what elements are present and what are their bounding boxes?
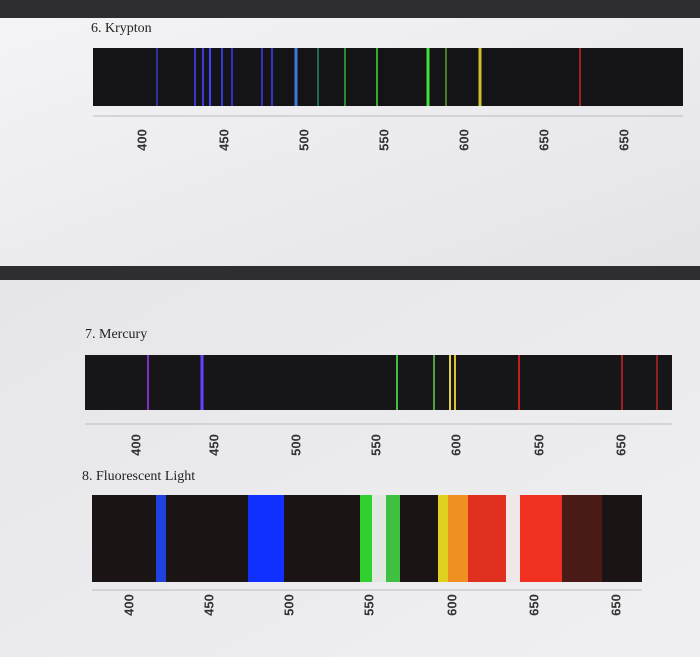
scale-label: 600 — [456, 129, 471, 151]
scale-label: 400 — [128, 434, 143, 456]
scale-label: 450 — [201, 594, 216, 616]
scale-label: 650 — [616, 129, 631, 151]
sheet — [0, 280, 700, 657]
scale-label: 650 — [526, 594, 541, 616]
scale-label: 600 — [448, 434, 463, 456]
section-title: 8. Fluorescent Light — [82, 469, 195, 484]
spectrum — [92, 495, 642, 591]
scale-label: 450 — [206, 434, 221, 456]
scale-label: 550 — [376, 129, 391, 151]
scale-label: 400 — [121, 594, 136, 616]
scale-label: 550 — [361, 594, 376, 616]
scale-label: 500 — [288, 434, 303, 456]
scale-label: 450 — [216, 129, 231, 151]
scale-label: 550 — [368, 434, 383, 456]
section-title: 6. Krypton — [91, 21, 152, 36]
section-title: 7. Mercury — [85, 327, 147, 342]
scale-label: 400 — [134, 129, 149, 151]
scale-label: 600 — [444, 594, 459, 616]
scale-label: 650 — [613, 434, 628, 456]
scale-label: 650 — [536, 129, 551, 151]
scale-label: 650 — [608, 594, 623, 616]
spectrum — [93, 48, 683, 117]
scale-label: 500 — [281, 594, 296, 616]
scale-label: 650 — [531, 434, 546, 456]
spectrum — [85, 355, 672, 425]
scale-label: 500 — [296, 129, 311, 151]
